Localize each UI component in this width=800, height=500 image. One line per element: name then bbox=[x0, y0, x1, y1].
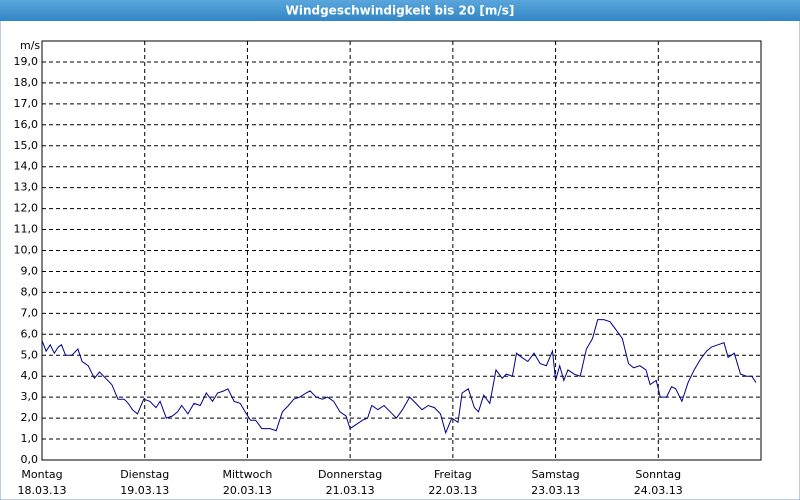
y-tick-label: 13,0 bbox=[14, 181, 39, 194]
y-tick-label: 14,0 bbox=[14, 160, 39, 173]
y-tick-label: 9,0 bbox=[21, 264, 39, 277]
x-tick-date: 20.03.13 bbox=[223, 484, 272, 497]
x-tick-date: 22.03.13 bbox=[428, 484, 477, 497]
y-tick-label: 8,0 bbox=[21, 285, 39, 298]
title-bar bbox=[0, 0, 800, 21]
y-tick-label: 1,0 bbox=[21, 432, 39, 445]
y-tick-label: 19,0 bbox=[14, 55, 39, 68]
x-tick-label: Montag bbox=[21, 468, 62, 481]
y-tick-label: 16,0 bbox=[14, 118, 39, 131]
x-tick-label: Mittwoch bbox=[222, 468, 272, 481]
y-tick-label: 11,0 bbox=[14, 223, 39, 236]
y-tick-label: 6,0 bbox=[21, 327, 39, 340]
x-tick-date: 24.03.13 bbox=[634, 484, 683, 497]
x-tick-label: Dienstag bbox=[120, 468, 169, 481]
y-tick-label: 10,0 bbox=[14, 244, 39, 257]
y-tick-label: 18,0 bbox=[14, 76, 39, 89]
y-tick-label: 15,0 bbox=[14, 139, 39, 152]
x-tick-date: 21.03.13 bbox=[326, 484, 375, 497]
y-tick-label: 7,0 bbox=[21, 306, 39, 319]
y-tick-label: 2,0 bbox=[21, 411, 39, 424]
plot-frame bbox=[41, 40, 762, 461]
y-tick-label: 0,0 bbox=[21, 453, 39, 466]
x-tick-date: 19.03.13 bbox=[120, 484, 169, 497]
y-tick-label: 17,0 bbox=[14, 97, 39, 110]
x-tick-label: Freitag bbox=[434, 468, 472, 481]
x-tick-date: 18.03.13 bbox=[18, 484, 67, 497]
data-line bbox=[41, 319, 757, 435]
y-tick-label: 4,0 bbox=[21, 369, 39, 382]
chart-title: Windgeschwindigkeit bis 20 [m/s] bbox=[286, 4, 515, 18]
x-tick-label: Sonntag bbox=[635, 468, 681, 481]
y-axis-label: m/s bbox=[20, 39, 40, 52]
x-tick-date: 23.03.13 bbox=[531, 484, 580, 497]
y-tick-label: 5,0 bbox=[21, 348, 39, 361]
x-tick-label: Donnerstag bbox=[318, 468, 382, 481]
x-tick-label: Samstag bbox=[531, 468, 579, 481]
y-tick-label: 12,0 bbox=[14, 202, 39, 215]
y-tick-label: 3,0 bbox=[21, 390, 39, 403]
